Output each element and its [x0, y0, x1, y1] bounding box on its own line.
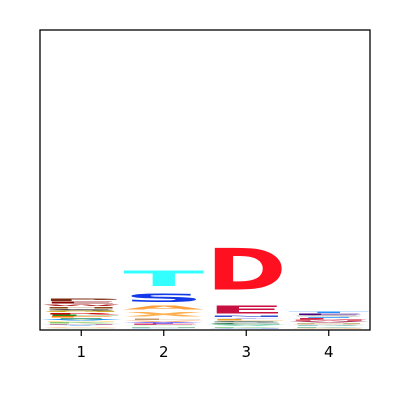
- logo-letter-4-S: S: [288, 315, 369, 317]
- logo-letter-2-E: E: [123, 324, 204, 326]
- logo-letter-2-T: T: [123, 266, 204, 291]
- logo-letter-2-L: L: [123, 318, 204, 320]
- logo-letter-3-Y: Y: [205, 317, 286, 318]
- logo-letter-1-L: L: [41, 315, 122, 317]
- logo-letter-4-N: N: [288, 323, 369, 324]
- logo-stacks: ACQYNKMVIFLRGSHWEPRKNQEYVLXASTAGKVCSLYNE…: [40, 237, 369, 330]
- logo-letter-1-V: V: [41, 320, 122, 321]
- logo-letter-1-S: S: [41, 309, 122, 311]
- logo-letter-3-G: G: [206, 328, 287, 329]
- logo-letter-2-X: X: [123, 311, 204, 318]
- logo-letter-2-V: V: [123, 320, 204, 322]
- logo-letter-3-L: L: [206, 319, 287, 321]
- logo-letter-4-E: E: [288, 313, 369, 315]
- logo-letter-4-M: M: [288, 320, 369, 321]
- logo-letter-2-K: K: [123, 328, 204, 329]
- logo-letter-3-N: N: [206, 316, 287, 317]
- logo-letter-1-Q: Q: [41, 326, 122, 327]
- logo-letter-2-A: A: [123, 305, 204, 311]
- logo-letter-4-K: K: [288, 326, 369, 327]
- x-tick-label-3: 3: [241, 343, 251, 361]
- logo-letter-4-I: I: [288, 317, 369, 318]
- logo-letter-1-K: K: [41, 322, 122, 324]
- logo-letter-2-S: S: [123, 291, 204, 305]
- logo-letter-2-Q: Q: [123, 325, 204, 326]
- logo-letter-4-L: L: [288, 318, 369, 319]
- logo-letter-3-S: S: [206, 321, 287, 323]
- logo-letter-3-K: K: [206, 326, 287, 327]
- logo-letter-1-C: C: [41, 328, 122, 329]
- logo-letter-1-Y: Y: [40, 325, 121, 326]
- x-tick-label-4: 4: [324, 343, 334, 361]
- logo-letter-2-N: N: [123, 326, 204, 327]
- logo-letter-1-F: F: [41, 316, 122, 318]
- logo-letter-3-E: E: [206, 303, 287, 316]
- logo-letter-4-G: G: [288, 328, 369, 329]
- logo-letter-3-V: V: [206, 325, 287, 326]
- plot-area-frame: [39, 29, 371, 331]
- logo-letter-1-H: H: [41, 307, 122, 309]
- x-axis-ticks: 1 2 3 4: [76, 330, 334, 361]
- logo-letter-1-M: M: [41, 321, 122, 322]
- logo-letter-3-D: D: [206, 237, 287, 303]
- logo-letter-4-T: T: [288, 311, 369, 313]
- logo-letter-4-V: V: [288, 321, 369, 322]
- logo-letter-1-E: E: [41, 301, 122, 304]
- logo-letter-3-C: C: [206, 323, 287, 325]
- logo-letter-1-I: I: [41, 318, 122, 319]
- logo-letter-1-R: R: [41, 313, 122, 315]
- x-tick-label-2: 2: [159, 343, 169, 361]
- logo-letter-4-R: R: [288, 325, 369, 326]
- x-tick-label-1: 1: [76, 343, 86, 361]
- logo-letter-1-N: N: [41, 324, 122, 325]
- logo-letter-4-Q: Q: [288, 324, 369, 325]
- logo-letter-2-Y: Y: [123, 322, 204, 323]
- logo-letter-1-G: G: [41, 311, 122, 313]
- logo-letter-1-P: P: [41, 298, 122, 302]
- logo-letter-1-W: W: [41, 304, 122, 306]
